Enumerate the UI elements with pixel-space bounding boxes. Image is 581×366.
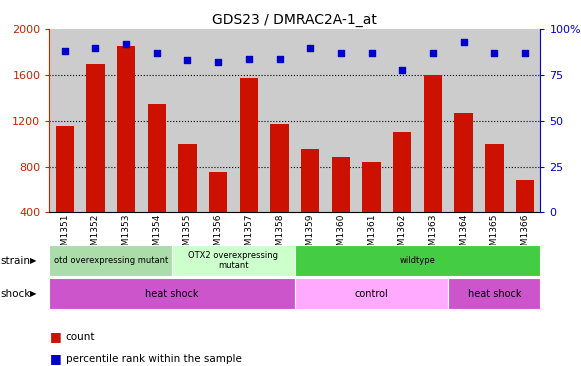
Bar — [49, 278, 295, 309]
Bar — [178, 144, 196, 258]
Bar — [49, 245, 172, 276]
Bar — [56, 127, 74, 258]
Bar — [295, 245, 540, 276]
Bar — [516, 180, 534, 258]
Bar — [148, 104, 166, 258]
Bar — [239, 78, 258, 258]
Point — [490, 50, 499, 56]
Bar — [393, 132, 411, 258]
Text: wildtype: wildtype — [400, 256, 436, 265]
Text: ■: ■ — [49, 352, 61, 365]
Point — [306, 45, 315, 51]
Text: shock: shock — [1, 289, 31, 299]
Bar — [172, 245, 295, 276]
Text: heat shock: heat shock — [468, 289, 521, 299]
Point — [336, 50, 346, 56]
Text: otd overexpressing mutant: otd overexpressing mutant — [53, 256, 168, 265]
Point — [121, 41, 131, 47]
Text: OTX2 overexpressing
mutant: OTX2 overexpressing mutant — [188, 251, 278, 270]
Point — [521, 50, 530, 56]
Bar — [485, 144, 504, 258]
Text: heat shock: heat shock — [145, 289, 199, 299]
Point — [60, 48, 69, 54]
Point — [213, 59, 223, 65]
Bar — [454, 113, 473, 258]
Bar — [270, 124, 289, 258]
Text: ▶: ▶ — [30, 256, 37, 265]
Point — [183, 57, 192, 63]
Point — [428, 50, 437, 56]
Bar — [449, 278, 540, 309]
Point — [367, 50, 376, 56]
Point — [459, 39, 468, 45]
Point — [397, 67, 407, 72]
Text: strain: strain — [1, 256, 31, 266]
Text: ▶: ▶ — [30, 289, 37, 298]
Text: ■: ■ — [49, 330, 61, 343]
Point — [275, 56, 284, 61]
Title: GDS23 / DMRAC2A-1_at: GDS23 / DMRAC2A-1_at — [213, 13, 377, 27]
Text: count: count — [66, 332, 95, 342]
Bar — [363, 162, 381, 258]
Bar — [117, 46, 135, 258]
Bar — [295, 278, 449, 309]
Bar — [424, 75, 442, 258]
Point — [152, 50, 162, 56]
Bar — [86, 64, 105, 258]
Point — [244, 56, 253, 61]
Bar — [209, 172, 227, 258]
Text: percentile rank within the sample: percentile rank within the sample — [66, 354, 242, 364]
Text: control: control — [354, 289, 389, 299]
Bar — [332, 157, 350, 258]
Point — [91, 45, 100, 51]
Bar — [301, 149, 320, 258]
